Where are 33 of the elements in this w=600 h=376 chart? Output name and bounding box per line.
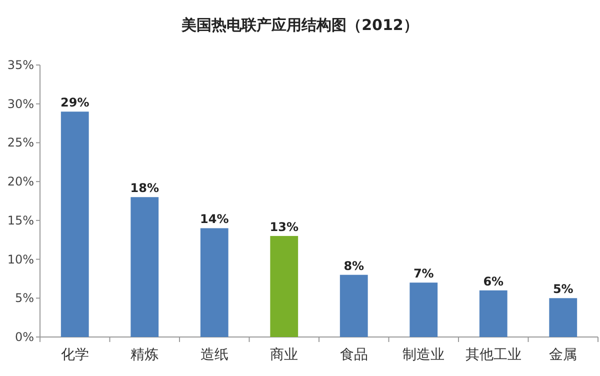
bar	[479, 290, 508, 337]
bar	[200, 228, 228, 337]
y-tick-label: 20%	[7, 174, 34, 189]
bar	[270, 236, 298, 337]
y-tick-label: 10%	[7, 252, 34, 266]
data-label: 18%	[130, 181, 159, 196]
chart-title: 美国热电联产应用结构图（2012）	[180, 16, 418, 34]
bar	[549, 298, 578, 337]
x-tick-label: 食品	[340, 347, 368, 363]
y-tick-label: 30%	[7, 96, 34, 111]
y-tick-label: 0%	[14, 330, 34, 344]
data-label: 7%	[413, 266, 434, 281]
y-tick-label: 35%	[7, 58, 34, 72]
data-label: 8%	[344, 258, 364, 273]
x-tick-label: 金属	[549, 347, 578, 363]
y-tick-label: 5%	[14, 291, 34, 306]
bar	[60, 112, 89, 337]
bar	[130, 197, 159, 337]
data-label: 14%	[200, 212, 229, 226]
x-tick-label: 制造业	[402, 347, 445, 363]
x-tick-label: 商业	[270, 347, 298, 363]
data-label: 29%	[60, 96, 90, 110]
bar	[340, 274, 368, 337]
x-tick-label: 其他工业	[465, 347, 522, 363]
y-tick-label: 15%	[7, 213, 34, 228]
bar	[410, 282, 438, 337]
data-label: 5%	[552, 282, 574, 296]
x-tick-label: 精炼	[130, 347, 159, 363]
y-tick-label: 25%	[7, 136, 34, 150]
data-label: 13%	[270, 220, 298, 234]
x-tick-label: 造纸	[200, 347, 228, 363]
data-label: 6%	[483, 274, 504, 288]
x-tick-label: 化学	[60, 347, 89, 363]
